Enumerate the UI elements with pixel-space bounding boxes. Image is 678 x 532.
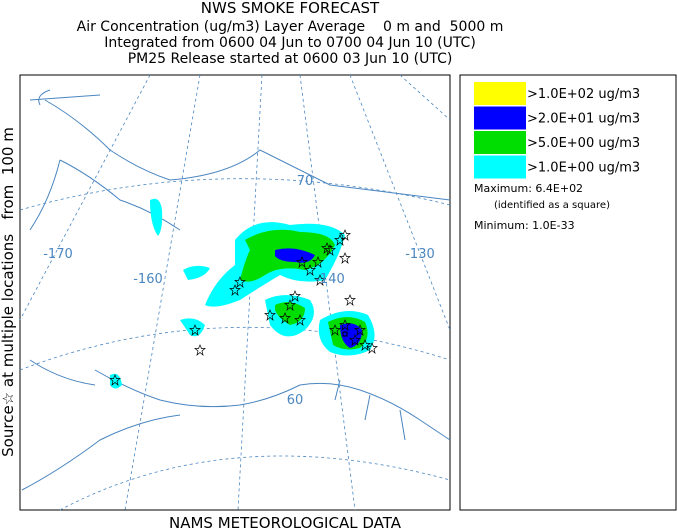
source-star [344,294,356,306]
source-star [334,234,346,246]
legend-label: >5.0E+00 ug/m3 [527,136,640,151]
source-star [284,299,296,311]
plume-low [180,318,205,337]
coastline [21,89,451,491]
sources [109,229,378,386]
max-square [342,331,348,337]
plume-low [110,373,122,389]
smoke-plume [110,198,375,389]
legend-swatch [474,106,526,130]
plume-low [150,198,163,236]
source-star [229,284,241,296]
side-label: Source☆ at multiple locations from 100 m [0,127,17,457]
source-star [339,229,351,241]
legend-label: >1.0E+02 ug/m3 [527,87,640,102]
grid-label: -160 [133,272,163,287]
source-star [339,252,351,264]
subtitle: PM25 Release started at 0600 03 Jun 10 (… [128,51,453,67]
legend-max-note: (identified as a square) [494,200,610,211]
source-star [294,314,306,326]
legend-max: Maximum: 6.4E+02 [474,182,583,195]
source-star [304,264,316,276]
source-star [296,256,308,268]
source-star [321,242,333,254]
source-star [189,324,201,336]
legend-swatch [474,131,526,154]
grid-label: -130 [405,247,435,262]
legend-swatch [474,82,526,105]
title: NWS SMOKE FORECAST [201,0,380,17]
legend-label: >1.0E+00 ug/m3 [527,161,640,176]
plume-mid [275,302,305,325]
source-star [279,312,291,324]
source-star [194,344,206,356]
source-star [289,290,301,302]
grid-label: 70 [297,174,314,189]
grid-label: -170 [43,247,73,262]
legend: >1.0E+02 ug/m3 >2.0E+01 ug/m3 >5.0E+00 ug/… [459,74,677,511]
source-star [234,276,246,288]
source-star [349,334,361,346]
map: -170 -160 -140 -130 70 60 [19,74,451,511]
source-star [354,324,366,336]
source-star [329,324,341,336]
legend-label: >2.0E+01 ug/m3 [527,112,640,127]
source-star [312,256,324,268]
source-star [339,319,351,331]
legend-swatch [474,155,526,179]
source-star [109,374,121,386]
subtitle: Integrated from 0600 04 Jun to 0700 04 J… [104,35,476,51]
footer: NAMS METEOROLOGICAL DATA [169,514,402,532]
plume-high [275,248,315,263]
plume-low [183,265,210,280]
grid-label: -140 [315,272,345,287]
source-star [264,309,276,321]
source-star [314,274,326,286]
legend-min: Minimum: 1.0E-33 [474,219,575,232]
subtitle: Air Concentration (ug/m3) Layer Average … [77,19,504,35]
source-star [366,342,378,354]
source-star [359,339,371,351]
grid-label: 60 [287,393,304,408]
